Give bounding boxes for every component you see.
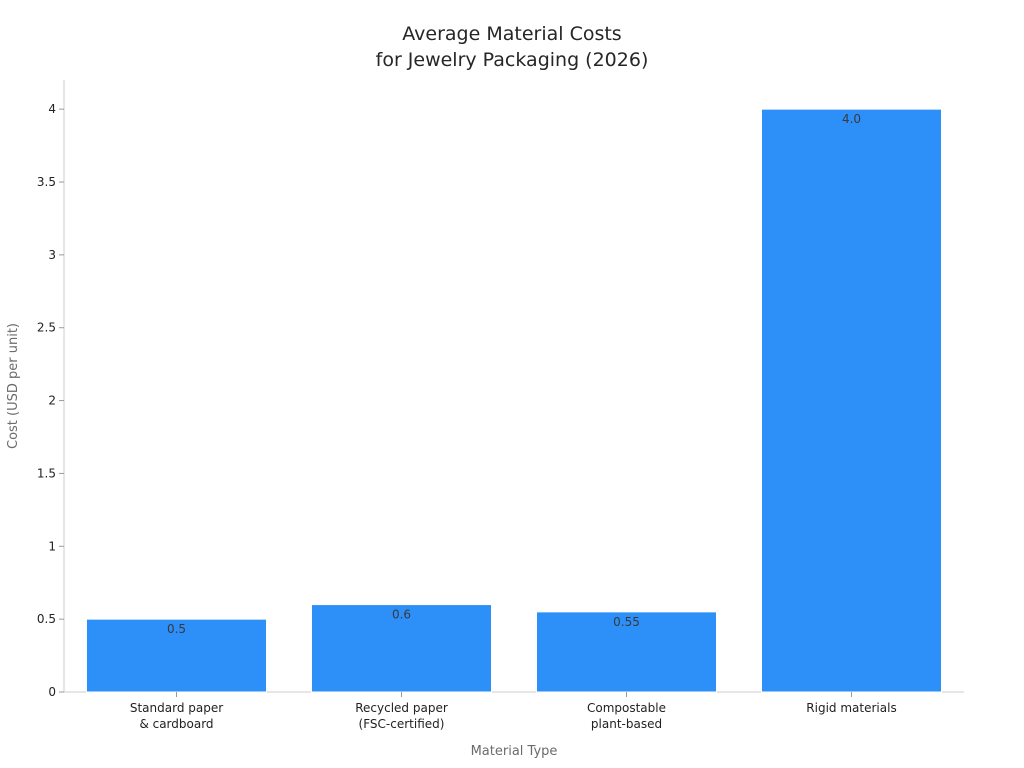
y-tick-label: 3.5 [37, 175, 56, 189]
y-tick-label: 0.5 [37, 612, 56, 626]
x-tick-label: Rigid materials [806, 701, 896, 715]
bar [536, 611, 717, 693]
y-tick-label: 0 [48, 685, 56, 699]
bar-value-label: 4.0 [842, 112, 861, 126]
bar [311, 604, 492, 693]
x-axis-label: Material Type [471, 744, 558, 759]
chart-title: Average Material Costs for Jewelry Packa… [376, 23, 649, 71]
bar [86, 618, 267, 693]
bar-value-label: 0.5 [167, 622, 186, 636]
chart-title-line-2: for Jewelry Packaging (2026) [376, 49, 649, 71]
x-tick-label: Compostable [587, 701, 666, 715]
y-tick-label: 2 [48, 394, 56, 408]
x-tick-label: & cardboard [139, 717, 213, 731]
y-tick-label: 1 [48, 539, 56, 553]
bar [761, 108, 942, 693]
y-tick-label: 2.5 [37, 321, 56, 335]
chart-title-line-1: Average Material Costs [402, 23, 621, 45]
x-tick-label: plant-based [591, 717, 662, 731]
x-tick-label: (FSC-certified) [359, 717, 445, 731]
bars: 0.5 0.6 0.55 4.0 [86, 108, 942, 693]
x-axis-ticks: Standard paper & cardboard Recycled paper (… [130, 692, 897, 731]
y-axis-label: Cost (USD per unit) [6, 323, 21, 449]
bar-value-label: 0.55 [613, 615, 640, 629]
x-tick-label: Recycled paper [355, 701, 448, 715]
y-axis-ticks: 0 0.5 1 1.5 2 2.5 3 3.5 4 [37, 102, 64, 699]
x-tick-label: Standard paper [130, 701, 223, 715]
y-tick-label: 3 [48, 248, 56, 262]
y-tick-label: 4 [48, 102, 56, 116]
bar-value-label: 0.6 [392, 608, 411, 622]
y-tick-label: 1.5 [37, 466, 56, 480]
